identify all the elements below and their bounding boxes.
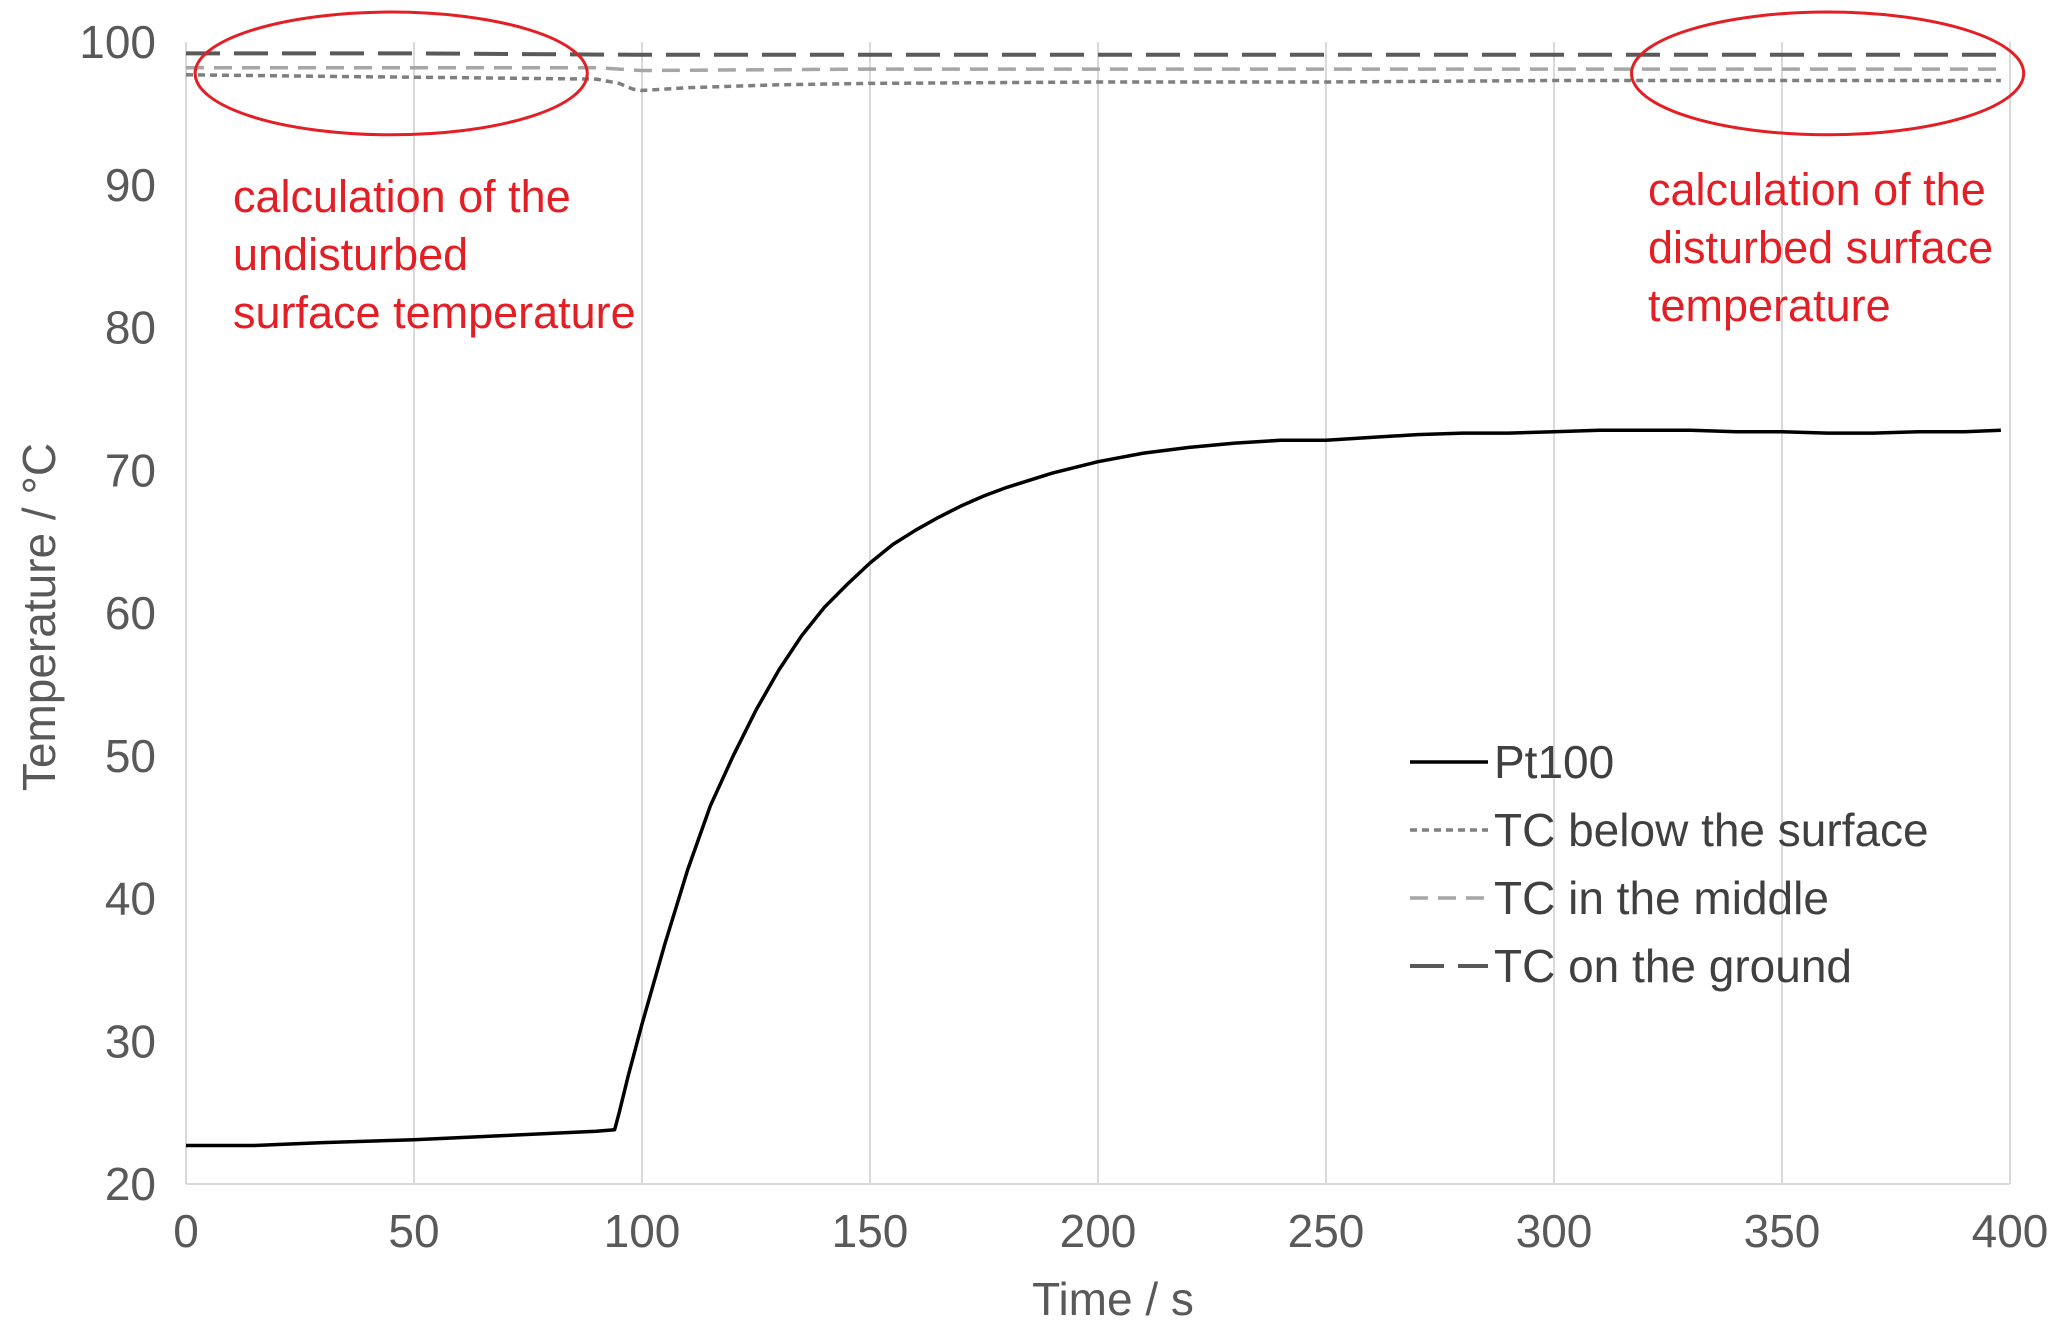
y-tick-label: 40: [105, 873, 156, 925]
x-tick-label: 150: [832, 1205, 909, 1257]
y-tick-label: 50: [105, 730, 156, 782]
y-tick-label: 20: [105, 1158, 156, 1210]
annotation-text-line: temperature: [1648, 280, 1891, 331]
x-tick-label: 100: [604, 1205, 681, 1257]
x-tick-label: 350: [1744, 1205, 1821, 1257]
y-tick-label: 60: [105, 587, 156, 639]
series-line-tc-below-the-surface: [185, 73, 2001, 93]
axes: 0 50 100 150 200 250 300 350 400 20 30 40 50 60 70 80 90…: [79, 16, 2048, 1257]
annotation-text-line: calculation of the: [233, 171, 571, 222]
annotation-text-line: surface temperature: [233, 287, 636, 338]
annotation-text-line: undisturbed: [233, 229, 468, 280]
legend-label: TC below the surface: [1494, 804, 1929, 856]
y-tick-label: 90: [105, 159, 156, 211]
gridlines: [413, 42, 2011, 1184]
legend: Pt100 TC below the surface TC in the middl…: [1410, 736, 1929, 992]
y-tick-label: 30: [105, 1015, 156, 1067]
x-tick-label: 0: [173, 1205, 199, 1257]
legend-label: TC on the ground: [1494, 940, 1852, 992]
series-line-tc-on-the-ground: [186, 51, 2001, 57]
annotations: calculation of the undisturbed surface tem…: [193, 10, 2026, 338]
series-line-tc-in-the-middle: [186, 65, 2001, 73]
series-line-pt100: [186, 428, 2001, 1148]
annotation-ellipse: [1630, 10, 2026, 137]
y-tick-label: 100: [79, 16, 156, 68]
y-tick-label: 70: [105, 444, 156, 496]
y-axis-title: Temperature / °C: [13, 443, 65, 791]
x-tick-label: 50: [388, 1205, 439, 1257]
x-tick-label: 200: [1060, 1205, 1137, 1257]
x-tick-label: 250: [1288, 1205, 1365, 1257]
x-axis-title: Time / s: [1032, 1273, 1194, 1325]
y-tick-label: 80: [105, 302, 156, 354]
legend-label: Pt100: [1494, 736, 1614, 788]
annotation-text-line: disturbed surface: [1648, 222, 1993, 273]
annotation-ellipse: [193, 10, 589, 137]
series-lines: [185, 51, 2001, 1148]
x-tick-label: 300: [1516, 1205, 1593, 1257]
legend-label: TC in the middle: [1494, 872, 1829, 924]
annotation-text-line: calculation of the: [1648, 164, 1986, 215]
x-tick-label: 400: [1972, 1205, 2049, 1257]
